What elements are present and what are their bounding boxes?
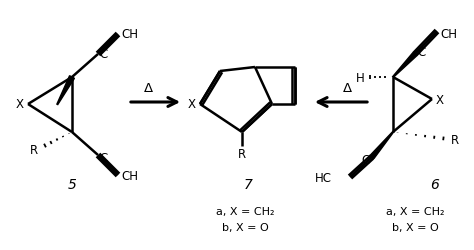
Text: CH: CH [440, 28, 457, 40]
Text: CH: CH [121, 28, 138, 41]
Text: 7: 7 [244, 177, 253, 191]
Polygon shape [57, 76, 74, 105]
Text: a, X = CH₂: a, X = CH₂ [216, 206, 274, 216]
Text: 5: 5 [68, 177, 76, 191]
Text: C: C [362, 153, 370, 166]
Text: C: C [99, 151, 107, 164]
Text: Δ: Δ [144, 82, 153, 95]
Text: R: R [238, 148, 246, 161]
Text: R: R [451, 133, 459, 146]
Text: C: C [99, 47, 107, 60]
Text: H: H [356, 71, 365, 84]
Text: C: C [417, 46, 425, 59]
Text: a, X = CH₂: a, X = CH₂ [386, 206, 444, 216]
Polygon shape [370, 132, 393, 159]
Text: b, X = O: b, X = O [222, 222, 268, 232]
Text: X: X [188, 98, 196, 111]
Text: 6: 6 [430, 177, 439, 191]
Text: Δ: Δ [342, 82, 352, 95]
Polygon shape [392, 53, 417, 78]
Text: HC: HC [315, 171, 332, 184]
Text: X: X [436, 93, 444, 106]
Text: b, X = O: b, X = O [392, 222, 438, 232]
Text: CH: CH [121, 169, 138, 182]
Text: R: R [30, 144, 38, 157]
Text: X: X [16, 98, 24, 111]
